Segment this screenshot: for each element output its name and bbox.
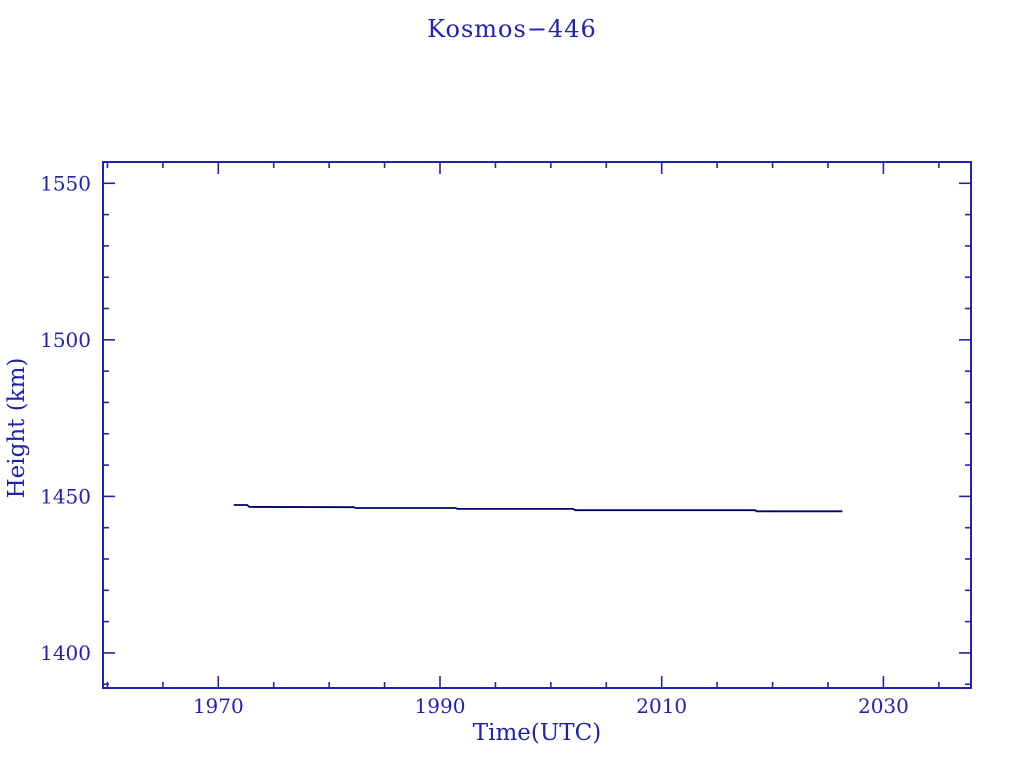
axis-ticks — [103, 162, 971, 688]
x-tick-label: 2010 — [636, 694, 687, 718]
y-axis-label: Height (km) — [4, 358, 30, 499]
plot-border — [102, 161, 972, 689]
x-axis-label: Time(UTC) — [473, 720, 601, 746]
y-tick-label: 1550 — [40, 171, 91, 195]
x-tick-label: 2030 — [858, 694, 909, 718]
y-tick-label: 1450 — [40, 484, 91, 508]
y-tick-label: 1400 — [40, 641, 91, 665]
height-line — [233, 504, 843, 513]
plot-frame — [102, 161, 972, 689]
chart-title: Kosmos−446 — [427, 15, 597, 43]
x-tick-label: 1970 — [193, 694, 244, 718]
x-tick-label: 1990 — [415, 694, 466, 718]
y-tick-label: 1500 — [40, 328, 91, 352]
axis-tick-labels: 1970 1990 2010 2030 1400 1450 1500 1550 — [40, 171, 909, 718]
data-series — [233, 504, 843, 513]
